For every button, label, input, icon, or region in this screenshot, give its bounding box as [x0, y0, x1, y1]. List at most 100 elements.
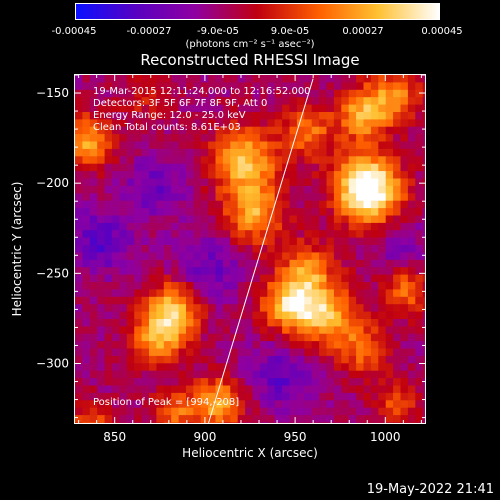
heatmap-cell [370, 208, 379, 217]
heatmap-cell [385, 267, 394, 276]
heatmap-cell [75, 89, 83, 98]
heatmap-cell [422, 237, 425, 246]
heatmap-cell [171, 200, 180, 209]
heatmap-cell [422, 289, 425, 298]
heatmap-cell [178, 259, 187, 268]
heatmap-cell [356, 112, 365, 120]
heatmap-cell [370, 385, 379, 394]
heatmap-cell [370, 282, 379, 290]
heatmap-cell [252, 282, 261, 290]
heatmap-cell [267, 252, 276, 261]
heatmap-cell [341, 296, 350, 305]
heatmap-cell [112, 385, 120, 394]
heatmap-cell [326, 222, 335, 231]
heatmap-cell [112, 156, 120, 165]
heatmap-cell [400, 163, 409, 172]
heatmap-cell [156, 222, 165, 231]
heatmap-cell [156, 296, 165, 305]
heatmap-cell [222, 245, 231, 253]
heatmap-cell [407, 141, 416, 150]
heatmap-cell [341, 222, 350, 231]
heatmap-cell [304, 222, 313, 231]
heatmap-cell [407, 112, 416, 120]
heatmap-cell [141, 104, 150, 113]
heatmap-cell [193, 178, 202, 187]
heatmap-cell [171, 326, 180, 335]
heatmap-cell [393, 319, 402, 327]
heatmap-cell [215, 415, 224, 423]
heatmap-cell [245, 378, 254, 387]
heatmap-cell [82, 185, 91, 194]
heatmap-cell [378, 215, 387, 224]
heatmap-cell [215, 89, 224, 98]
heatmap-cell [274, 200, 283, 209]
heatmap-cell [385, 370, 394, 379]
heatmap-cell [134, 104, 143, 113]
heatmap-cell [393, 185, 402, 194]
heatmap-cell [415, 252, 424, 261]
heatmap-cell [178, 200, 187, 209]
heatmap-cell [400, 222, 409, 231]
heatmap-cell [186, 82, 194, 91]
heatmap-cell [252, 392, 261, 401]
heatmap-cell [319, 163, 328, 172]
heatmap-cell [319, 267, 328, 276]
heatmap-cell [141, 296, 150, 305]
heatmap-cell [326, 178, 335, 187]
heatmap-cell [82, 230, 91, 239]
heatmap-cell [378, 245, 387, 253]
heatmap-cell [141, 126, 150, 135]
heatmap-cell [326, 171, 335, 180]
heatmap-cell [422, 311, 425, 320]
heatmap-cell [171, 304, 180, 313]
heatmap-cell [304, 126, 313, 135]
heatmap-cell [97, 407, 106, 416]
heatmap-cell [319, 259, 328, 268]
heatmap-cell [82, 422, 91, 423]
heatmap-cell [89, 385, 98, 394]
heatmap-cell [141, 82, 150, 91]
heatmap-cell [171, 185, 180, 194]
heatmap-cell [400, 363, 409, 372]
heatmap-cell [385, 200, 394, 209]
heatmap-cell [193, 215, 202, 224]
heatmap-cell [341, 355, 350, 364]
heatmap-cell [119, 348, 128, 357]
heatmap-cell [82, 407, 91, 416]
heatmap-cell [222, 126, 231, 135]
heatmap-cell [230, 230, 239, 239]
heatmap-cell [126, 355, 135, 364]
heatmap-cell [311, 134, 320, 143]
heatmap-cell [171, 178, 180, 187]
heatmap-cell [333, 363, 342, 372]
heatmap-cell [326, 208, 335, 217]
heatmap-cell [149, 333, 157, 342]
heatmap-cell [422, 282, 425, 290]
heatmap-cell [186, 296, 194, 305]
heatmap-cell [126, 252, 135, 261]
heatmap-cell [385, 141, 394, 150]
heatmap-cell [363, 378, 372, 387]
heatmap-cell [97, 341, 106, 350]
heatmap-cell [407, 319, 416, 327]
heatmap-cell [422, 355, 425, 364]
heatmap-cell [112, 215, 120, 224]
heatmap-cell [370, 326, 379, 335]
heatmap-cell [112, 252, 120, 261]
heatmap-cell [289, 148, 298, 157]
heatmap-cell [75, 119, 83, 128]
heatmap-cell [289, 89, 298, 98]
heatmap-cell [178, 245, 187, 253]
heatmap-cell [163, 215, 172, 224]
heatmap-cell [163, 237, 172, 246]
heatmap-cell [186, 252, 194, 261]
heatmap-cell [208, 304, 217, 313]
heatmap-cell [259, 215, 268, 224]
heatmap-cell [163, 333, 172, 342]
heatmap-cell [282, 156, 291, 165]
heatmap-cell [282, 370, 291, 379]
heatmap-cell [282, 296, 291, 305]
heatmap-cell [326, 163, 335, 172]
heatmap-cell [356, 341, 365, 350]
heatmap-cell [134, 141, 143, 150]
